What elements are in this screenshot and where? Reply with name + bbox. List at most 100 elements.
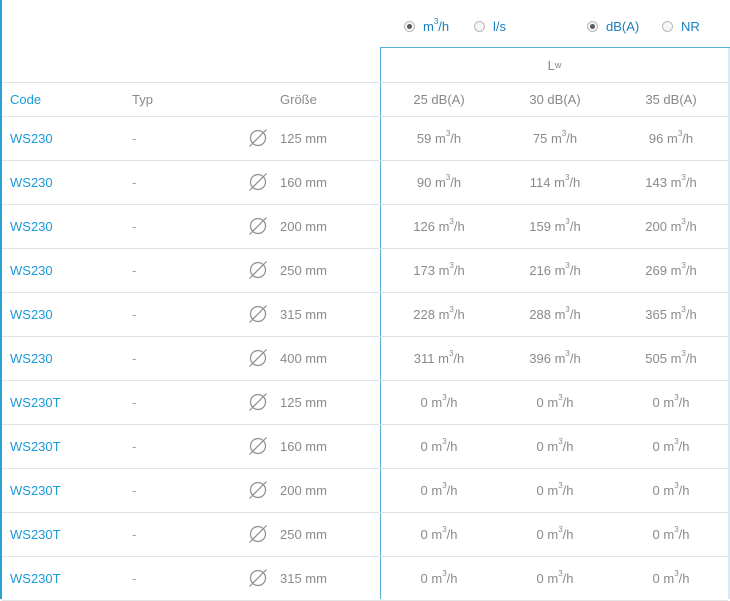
row-divider: [2, 248, 728, 249]
product-code-link[interactable]: WS230T: [10, 570, 61, 586]
product-code-link[interactable]: WS230T: [10, 438, 61, 454]
table-row[interactable]: WS230-160 mm 90 m3/h 114 m3/h 143 m3/h: [0, 160, 730, 204]
airflow-number: 365: [645, 306, 667, 322]
airflow-unit: m3/h: [659, 481, 690, 498]
table-row[interactable]: WS230-125 mm 59 m3/h 75 m3/h 96 m3/h: [0, 116, 730, 160]
airflow-value-35: 269 m3/h: [616, 248, 726, 292]
airflow-number: 75: [532, 130, 548, 146]
column-header-code[interactable]: Code: [10, 91, 42, 107]
diameter-icon: [248, 248, 268, 292]
table-row[interactable]: WS230T -315 mm 0 m3/h 0 m3/h 0 m3/h: [0, 556, 730, 600]
airflow-value-35: 0 m3/h: [616, 424, 726, 468]
product-type: -: [132, 526, 137, 542]
table-row[interactable]: WS230-400 mm 311 m3/h 396 m3/h 505 m3/h: [0, 336, 730, 380]
product-code-link[interactable]: WS230: [10, 262, 53, 278]
airflow-value-25: 228 m3/h: [384, 292, 494, 336]
product-type: -: [132, 570, 137, 586]
airflow-number: 114: [529, 174, 551, 190]
radio-flow-ls[interactable]: l/s: [474, 14, 506, 38]
right-border: [728, 48, 730, 599]
radio-flow-m3h[interactable]: m3/h: [404, 14, 449, 38]
product-type: -: [132, 218, 137, 234]
unit-selector-bar: m3/h l/s dB(A) NR: [0, 14, 730, 38]
row-divider: [2, 556, 728, 557]
table-row[interactable]: WS230T -250 mm 0 m3/h 0 m3/h 0 m3/h: [0, 512, 730, 556]
airflow-value-35: 0 m3/h: [616, 380, 726, 424]
product-code-link[interactable]: WS230T: [10, 394, 61, 410]
airflow-number: 0: [536, 570, 544, 586]
table-row[interactable]: WS230 - 200 mm 126 m3/h 159 m3/h 200 m3/h: [0, 204, 730, 248]
table-row[interactable]: WS230T -125 mm 0 m3/h 0 m3/h 0 m3/h: [0, 380, 730, 424]
airflow-value-25: 0 m3/h: [384, 424, 494, 468]
table-row[interactable]: WS230T -160 mm 0 m3/h 0 m3/h 0 m3/h: [0, 424, 730, 468]
airflow-unit: m3/h: [427, 393, 458, 410]
header-top-divider: [2, 82, 728, 83]
product-size: 125 mm: [280, 394, 327, 410]
airflow-number: 126: [413, 218, 435, 234]
product-code-link[interactable]: WS230T: [10, 526, 61, 542]
airflow-value-35: 96 m3/h: [616, 116, 726, 160]
airflow-number: 96: [648, 130, 664, 146]
airflow-unit: m3/h: [659, 569, 690, 586]
radio-checked-icon[interactable]: [404, 20, 415, 32]
radio-level-dba[interactable]: dB(A): [587, 14, 639, 38]
airflow-value-25: 0 m3/h: [384, 468, 494, 512]
product-code-link[interactable]: WS230: [10, 306, 53, 322]
column-header-level-30: 30 dB(A): [529, 91, 581, 107]
diameter-icon: [248, 512, 268, 556]
lw-label: L: [547, 57, 555, 73]
airflow-number: 311: [413, 350, 435, 366]
product-type: -: [132, 394, 137, 410]
airflow-number: 0: [536, 482, 544, 498]
product-size: 315 mm: [280, 570, 327, 586]
diameter-icon: [248, 380, 268, 424]
radio-unchecked-icon[interactable]: [474, 20, 485, 32]
product-type: -: [132, 130, 137, 146]
airflow-unit: m3/h: [550, 261, 581, 278]
radio-label-nr[interactable]: NR: [681, 18, 700, 34]
airflow-value-30: 0 m3/h: [500, 380, 610, 424]
product-code-link[interactable]: WS230: [10, 174, 53, 190]
airflow-number: 200: [645, 218, 667, 234]
airflow-value-30: 75 m3/h: [500, 116, 610, 160]
product-code-link[interactable]: WS230: [10, 218, 53, 234]
airflow-value-25: 90 m3/h: [384, 160, 494, 204]
airflow-value-25: 0 m3/h: [384, 556, 494, 600]
table-row[interactable]: WS230-250 mm 173 m3/h 216 m3/h 269 m3/h: [0, 248, 730, 292]
airflow-value-30: 216 m3/h: [500, 248, 610, 292]
airflow-unit: m3/h: [550, 349, 581, 366]
airflow-value-30: 159 m3/h: [500, 204, 610, 248]
product-code-link[interactable]: WS230T: [10, 482, 61, 498]
product-code-link[interactable]: WS230: [10, 130, 53, 146]
airflow-unit: m3/h: [434, 217, 465, 234]
table-row[interactable]: WS230T -200 mm 0 m3/h 0 m3/h 0 m3/h: [0, 468, 730, 512]
diameter-icon: [248, 292, 268, 336]
airflow-unit: m3/h: [659, 393, 690, 410]
airflow-unit: m3/h: [663, 129, 694, 146]
radio-label-m3h[interactable]: m3/h: [423, 17, 450, 34]
diameter-icon: [248, 116, 268, 160]
airflow-number: 143: [645, 174, 667, 190]
diameter-icon: [248, 160, 268, 204]
product-size: 200 mm: [280, 218, 327, 234]
column-header-level-25: 25 dB(A): [413, 91, 465, 107]
radio-unchecked-icon[interactable]: [662, 20, 673, 32]
product-type: -: [132, 482, 137, 498]
airflow-unit: m3/h: [434, 349, 465, 366]
airflow-number: 0: [652, 438, 660, 454]
airflow-number: 59: [416, 130, 432, 146]
airflow-number: 173: [413, 262, 435, 278]
airflow-value-25: 173 m3/h: [384, 248, 494, 292]
airflow-unit: m3/h: [434, 305, 465, 322]
airflow-number: 505: [645, 350, 667, 366]
airflow-value-30: 0 m3/h: [500, 468, 610, 512]
radio-label-ls[interactable]: l/s: [493, 18, 506, 34]
product-code-link[interactable]: WS230: [10, 350, 53, 366]
header-bottom-divider: [2, 116, 728, 117]
radio-level-nr[interactable]: NR: [662, 14, 700, 38]
table-row[interactable]: WS230-315 mm 228 m3/h 288 m3/h 365 m3/h: [0, 292, 730, 336]
radio-checked-icon[interactable]: [587, 20, 598, 32]
radio-label-dba[interactable]: dB(A): [606, 18, 640, 34]
airflow-value-30: 0 m3/h: [500, 512, 610, 556]
airflow-value-25: 126 m3/h: [384, 204, 494, 248]
